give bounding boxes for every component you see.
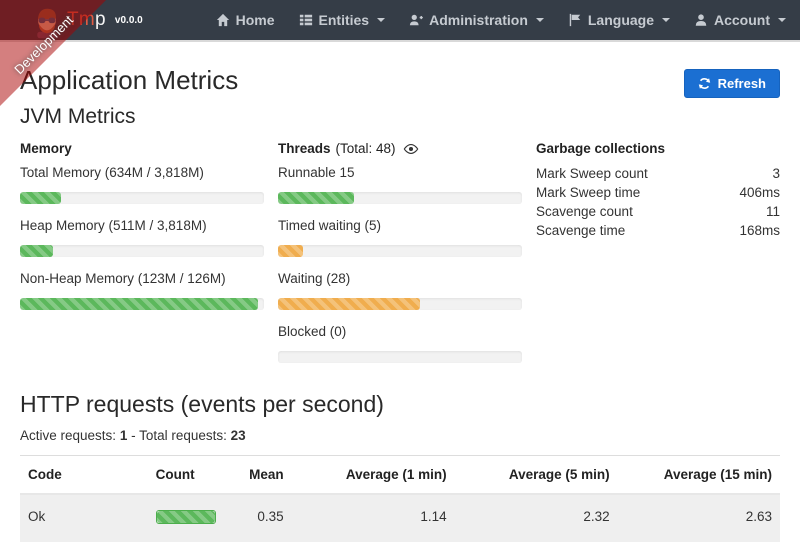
th-list-icon: [299, 14, 312, 26]
progress-track: [278, 351, 522, 363]
table-row: Ok 0.35 1.14 2.32 2.63: [20, 494, 780, 542]
chevron-down-icon: [377, 18, 386, 22]
cell-avg15: 2.63: [617, 494, 780, 542]
cell-avg5: 2.32: [454, 494, 618, 542]
count-progress-bar: [156, 510, 215, 523]
table-header-row: Code Count Mean Average (1 min) Average …: [20, 455, 780, 495]
total-requests-value: 23: [230, 428, 246, 443]
gc-row-scavenge-count: Scavenge count 11: [536, 204, 780, 219]
nav-language[interactable]: Language: [568, 12, 670, 28]
col-header-count: Count: [147, 455, 224, 495]
requests-summary: Active requests: 1 - Total requests: 23: [20, 428, 246, 443]
progress-track: [278, 245, 522, 257]
app-name: Tmp: [67, 9, 106, 30]
cell-count: [147, 494, 224, 542]
progress-bar: [20, 298, 259, 310]
memory-title: Memory: [20, 141, 72, 156]
col-header-avg15: Average (15 min): [617, 455, 780, 495]
http-requests-title: HTTP requests (events per second): [20, 391, 384, 417]
col-header-mean: Mean: [223, 455, 292, 495]
main-nav: Home Entities Administration Language: [216, 12, 786, 28]
chevron-down-icon: [535, 18, 544, 22]
app-version: v0.0.0: [114, 14, 143, 26]
progress-track: [278, 192, 522, 204]
metric-runnable: Runnable 15: [278, 164, 522, 204]
user-icon: [695, 14, 707, 26]
nav-home[interactable]: Home: [216, 12, 275, 28]
threads-section: Threads (Total: 48) Runnable 15 Timed wa…: [278, 141, 522, 376]
http-requests-table: Code Count Mean Average (1 min) Average …: [20, 455, 780, 542]
progress-track: [20, 298, 264, 310]
metric-blocked: Blocked (0): [278, 323, 522, 363]
col-header-code: Code: [20, 455, 148, 495]
refresh-icon: [698, 78, 710, 89]
gc-section: Garbage collections Mark Sweep count 3 Ma…: [536, 141, 780, 376]
gc-row-scavenge-time: Scavenge time 168ms: [536, 223, 780, 238]
cell-avg1: 1.14: [291, 494, 455, 542]
gc-row-marksweep-time: Mark Sweep time 406ms: [536, 185, 780, 200]
progress-bar: [278, 298, 421, 310]
eye-icon[interactable]: [403, 143, 419, 155]
metric-nonheap-memory: Non-Heap Memory (123M / 126M): [20, 270, 264, 310]
cell-code: Ok: [20, 494, 148, 542]
threads-title: Threads (Total: 48): [278, 141, 522, 156]
refresh-button[interactable]: Refresh: [683, 69, 780, 98]
metric-total-memory: Total Memory (634M / 3,818M): [20, 164, 264, 204]
jhipster-avatar-logo: [34, 1, 60, 39]
metric-waiting: Waiting (28): [278, 270, 522, 310]
progress-track: [278, 298, 522, 310]
col-header-avg5: Average (5 min): [454, 455, 618, 495]
progress-bar: [278, 192, 355, 204]
progress-bar: [278, 245, 304, 257]
home-icon: [216, 13, 229, 27]
metrics-page: Application Metrics Refresh JVM Metrics …: [0, 66, 800, 542]
progress-track: [20, 245, 264, 257]
user-plus-icon: [409, 14, 423, 26]
gc-title: Garbage collections: [536, 141, 666, 156]
nav-account[interactable]: Account: [694, 12, 786, 28]
flag-icon: [569, 13, 581, 27]
gc-row-marksweep-count: Mark Sweep count 3: [536, 166, 780, 181]
nav-administration[interactable]: Administration: [409, 12, 544, 28]
navbar: Tmp v0.0.0 Home Entities Administration: [0, 0, 800, 42]
count-progress-track: [155, 509, 216, 524]
metric-heap-memory: Heap Memory (511M / 3,818M): [20, 217, 264, 257]
page-title: Application Metrics: [20, 65, 239, 95]
cell-mean: 0.35: [223, 494, 292, 542]
memory-section: Memory Total Memory (634M / 3,818M) Heap…: [20, 141, 264, 376]
nav-entities[interactable]: Entities: [299, 12, 386, 28]
metric-timed-waiting: Timed waiting (5): [278, 217, 522, 257]
progress-bar: [20, 245, 53, 257]
active-requests-value: 1: [119, 428, 128, 443]
jvm-metrics-title: JVM Metrics: [20, 105, 136, 128]
progress-bar: [20, 192, 61, 204]
col-header-avg1: Average (1 min): [291, 455, 455, 495]
brand-link[interactable]: Tmp v0.0.0: [34, 1, 143, 39]
progress-track: [20, 192, 264, 204]
chevron-down-icon: [662, 18, 670, 22]
chevron-down-icon: [778, 18, 786, 22]
